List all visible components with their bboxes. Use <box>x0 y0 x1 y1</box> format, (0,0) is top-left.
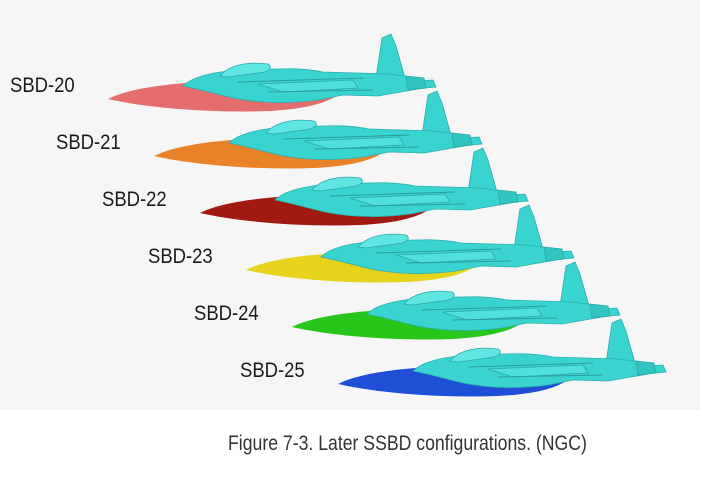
config-label: SBD-23 <box>148 245 213 268</box>
aircraft-sbd-25 <box>338 318 667 397</box>
aircraft-illustration <box>108 33 667 397</box>
aircraft-sbd-21 <box>154 90 483 169</box>
config-label: SBD-20 <box>10 74 75 97</box>
aircraft-sbd-22 <box>200 147 529 226</box>
aircraft-sbd-20 <box>108 33 437 112</box>
aircraft-sbd-24 <box>292 261 621 340</box>
config-label: SBD-21 <box>56 131 121 154</box>
config-label: SBD-22 <box>102 188 167 211</box>
figure-caption: Figure 7-3. Later SSBD configurations. (… <box>228 432 587 455</box>
aircraft-sbd-23 <box>246 204 575 283</box>
config-label: SBD-25 <box>240 359 305 382</box>
config-label: SBD-24 <box>194 302 259 325</box>
